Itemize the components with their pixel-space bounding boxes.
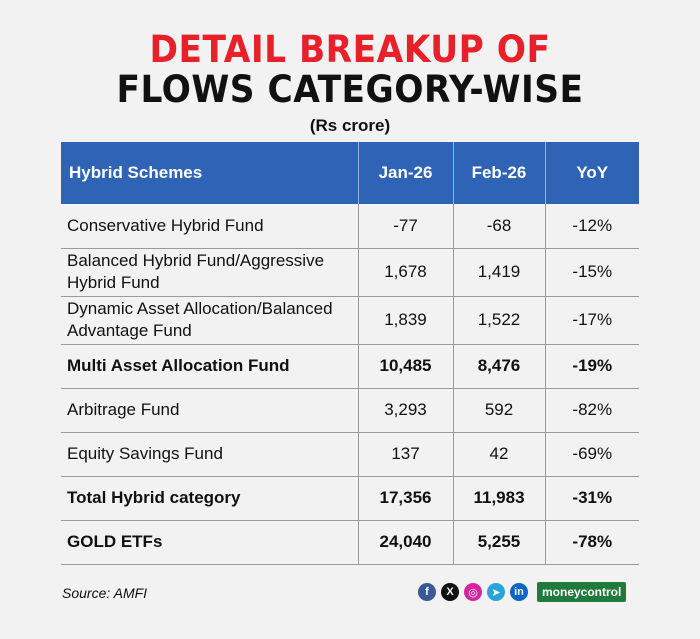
telegram-icon: ➤ [487,583,505,601]
row-feb-26-cell: 1,522 [453,296,546,345]
table-header-row: Hybrid Schemes Jan-26 Feb-26 YoY [61,142,639,204]
row-feb-26-cell: 592 [453,388,546,433]
row-name-cell: Equity Savings Fund [61,432,359,477]
row-feb-26-cell: 8,476 [453,344,546,389]
row-feb-26-cell: 1,419 [453,248,546,297]
header-jan-26: Jan-26 [358,142,454,204]
row-yoy-cell: -78% [545,520,639,565]
title-line-2: FLOWS CATEGORY-WISE [116,68,584,111]
row-yoy-cell: -82% [545,388,639,433]
title-block: DETAIL BREAKUP OF FLOWS CATEGORY-WISE (R… [0,30,700,136]
row-name-cell: Conservative Hybrid Fund [61,204,359,249]
row-jan-26-cell: 10,485 [358,344,454,389]
header-yoy: YoY [545,142,639,204]
title-line-1: DETAIL BREAKUP OF [149,28,551,71]
row-feb-26-cell: -68 [453,204,546,249]
row-feb-26-cell: 42 [453,432,546,477]
row-jan-26-cell: 3,293 [358,388,454,433]
row-yoy-cell: -17% [545,296,639,345]
table-row: GOLD ETFs 24,040 5,255 -78% [61,520,639,565]
row-yoy-cell: -31% [545,476,639,521]
table-body: Conservative Hybrid Fund -77 -68 -12% Balanc… [61,204,639,565]
facebook-icon: f [418,583,436,601]
row-name-cell: Dynamic Asset Allocation/Balanced Advant… [61,296,359,345]
row-feb-26-cell: 11,983 [453,476,546,521]
row-jan-26-cell: -77 [358,204,454,249]
row-jan-26-cell: 24,040 [358,520,454,565]
table-row: Equity Savings Fund 137 42 -69% [61,432,639,477]
row-jan-26-cell: 1,678 [358,248,454,297]
row-yoy-cell: -69% [545,432,639,477]
table-row: Balanced Hybrid Fund/Aggressive Hybrid F… [61,248,639,297]
row-feb-26-cell: 5,255 [453,520,546,565]
row-name-cell: Arbitrage Fund [61,388,359,433]
table-row: Arbitrage Fund 3,293 592 -82% [61,388,639,433]
row-yoy-cell: -12% [545,204,639,249]
header-hybrid-schemes: Hybrid Schemes [61,142,359,204]
source-note: Source: AMFI [62,585,148,601]
row-jan-26-cell: 1,839 [358,296,454,345]
table-row: Dynamic Asset Allocation/Balanced Advant… [61,296,639,345]
moneycontrol-logo: moneycontrol [537,582,627,602]
subtitle: (Rs crore) [309,116,391,135]
x-icon: X [441,583,459,601]
linkedin-icon: in [510,583,528,601]
table-row: Total Hybrid category 17,356 11,983 -31% [61,476,639,521]
footer-brand-bar: f X ◎ ➤ in moneycontrol [418,582,627,602]
row-name-cell: Multi Asset Allocation Fund [61,344,359,389]
row-name-cell: GOLD ETFs [61,520,359,565]
row-jan-26-cell: 17,356 [358,476,454,521]
table-row: Multi Asset Allocation Fund 10,485 8,476 -1… [61,344,639,389]
header-feb-26: Feb-26 [453,142,546,204]
row-yoy-cell: -15% [545,248,639,297]
instagram-icon: ◎ [464,583,482,601]
row-name-cell: Balanced Hybrid Fund/Aggressive Hybrid F… [61,248,359,297]
flows-table: Hybrid Schemes Jan-26 Feb-26 YoY Conserv… [61,142,639,565]
row-jan-26-cell: 137 [358,432,454,477]
row-name-cell: Total Hybrid category [61,476,359,521]
row-yoy-cell: -19% [545,344,639,389]
table-row: Conservative Hybrid Fund -77 -68 -12% [61,204,639,249]
